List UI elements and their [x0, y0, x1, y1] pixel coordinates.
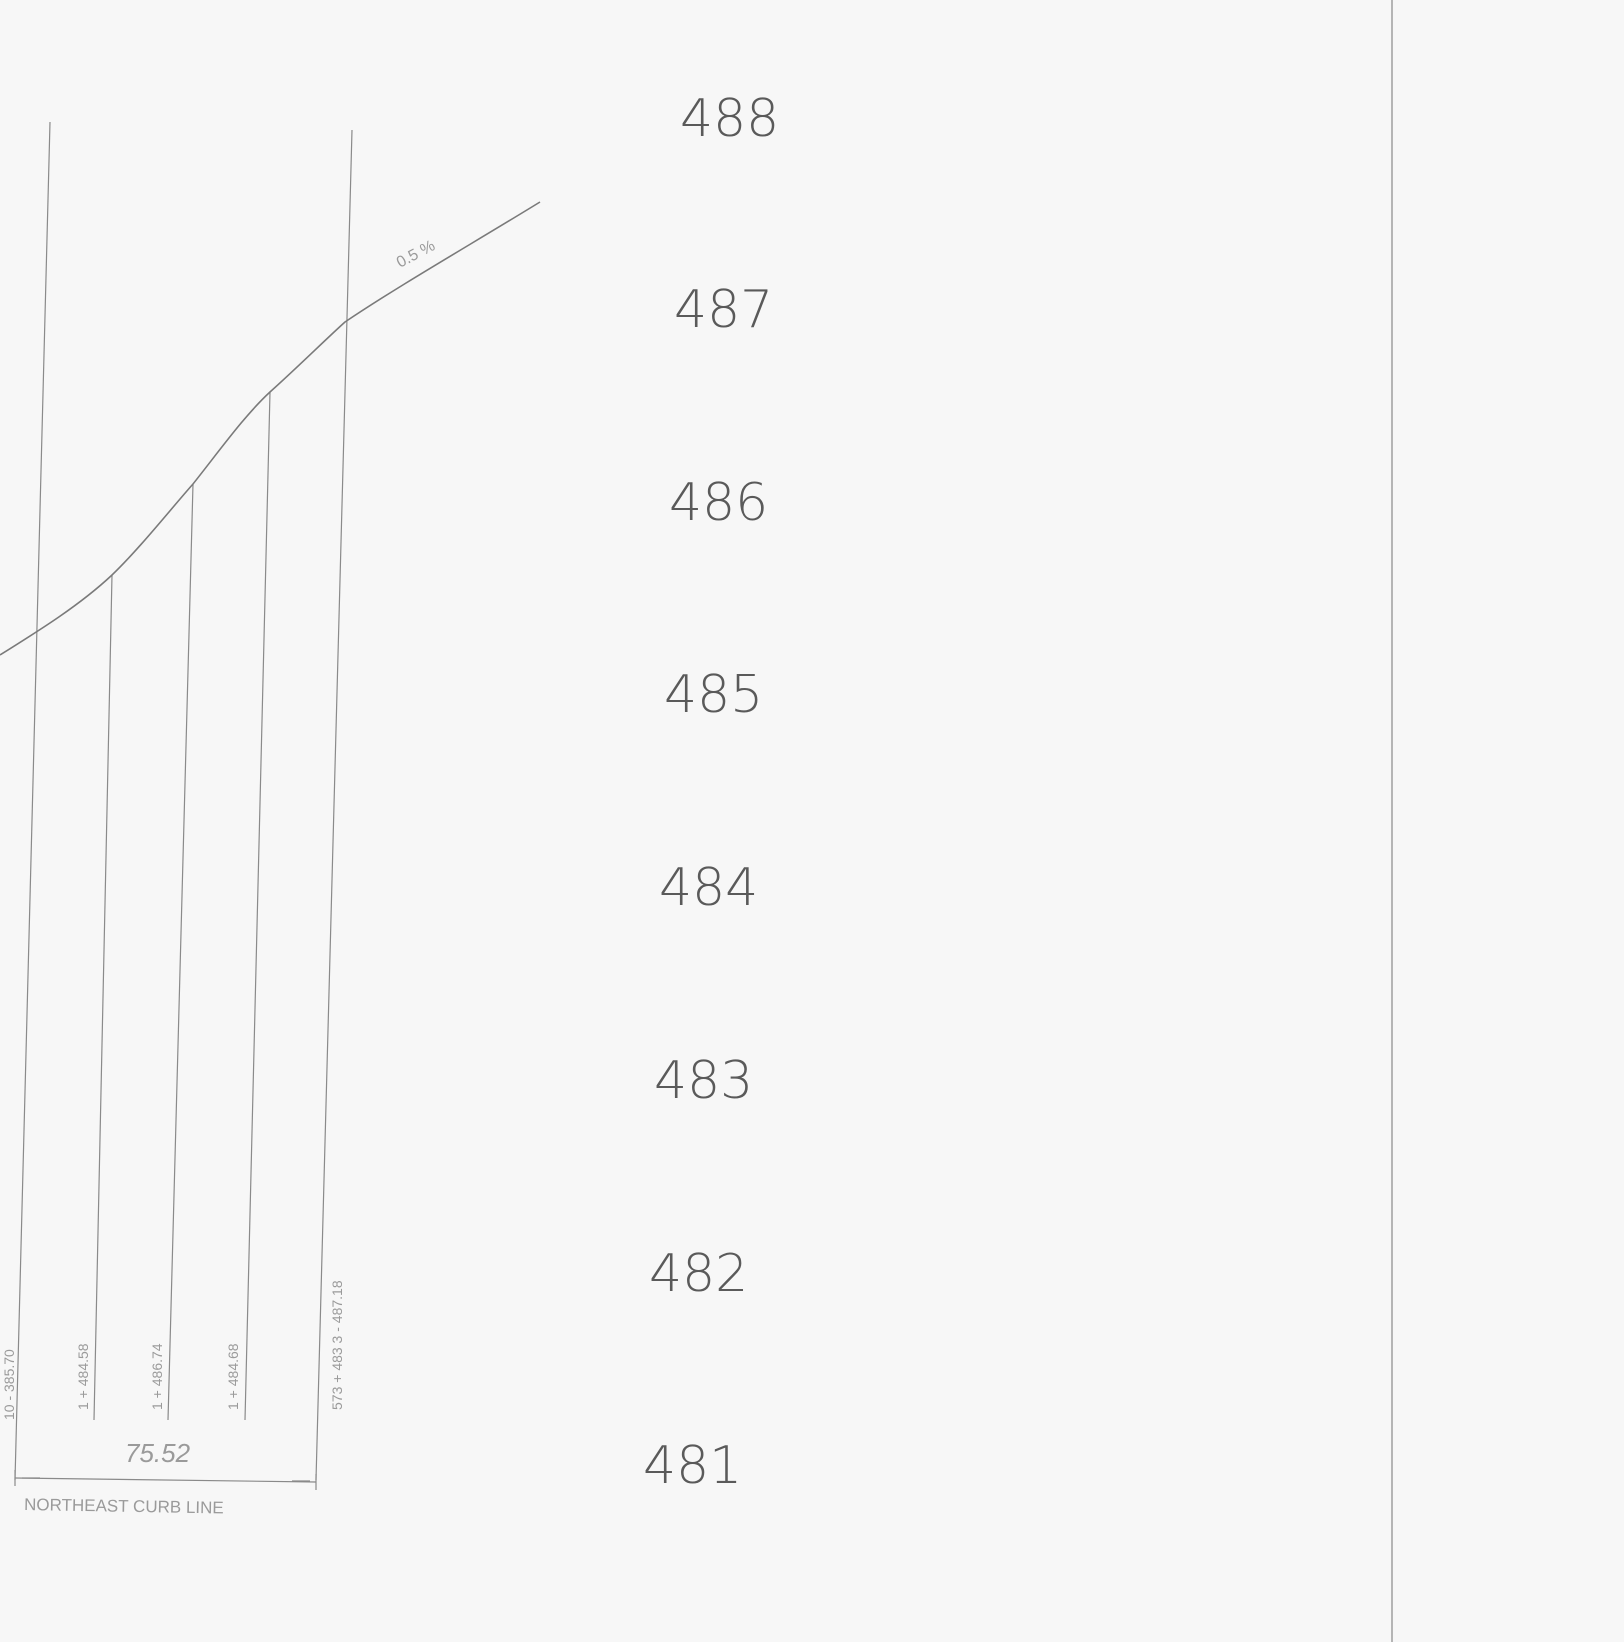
elevation-label-481: 481 [643, 1436, 742, 1496]
elevation-label-484: 484 [659, 858, 758, 918]
station-line [14, 121, 51, 1481]
station-label: 1 + 486.74 [149, 1343, 165, 1410]
elevation-label-486: 486 [669, 473, 768, 533]
profile-annotation: 0.5 % [394, 237, 438, 271]
station-label: 1 + 484.68 [225, 1343, 241, 1410]
station-label: 10 - 385.70 [1, 1349, 17, 1420]
station-line [93, 574, 113, 1421]
station-label: 1 + 484.58 [75, 1343, 91, 1410]
station-lines [14, 121, 353, 1481]
dimension-label: 75.52 [125, 1438, 191, 1468]
elevation-label-487: 487 [674, 280, 773, 340]
baseline-dimension [14, 1470, 317, 1490]
elevation-label-482: 482 [649, 1244, 748, 1304]
station-line [244, 391, 271, 1421]
station-line [167, 483, 194, 1421]
station-label-group: 10 - 385.70 1 + 484.58 1 + 486.74 1 + 48… [1, 1280, 345, 1420]
elevation-label-483: 483 [654, 1051, 753, 1111]
elevation-label-488: 488 [680, 89, 779, 149]
station-line [315, 129, 353, 1481]
profile-curve [0, 201, 541, 656]
dimension-line [14, 1477, 317, 1483]
baseline-label: NORTHEAST CURB LINE [24, 1495, 224, 1517]
elevation-scale: 488 487 486 485 484 483 482 481 [643, 89, 779, 1496]
elevation-label-485: 485 [664, 665, 763, 725]
station-label: 573 + 483 3 - 487.18 [329, 1280, 345, 1410]
